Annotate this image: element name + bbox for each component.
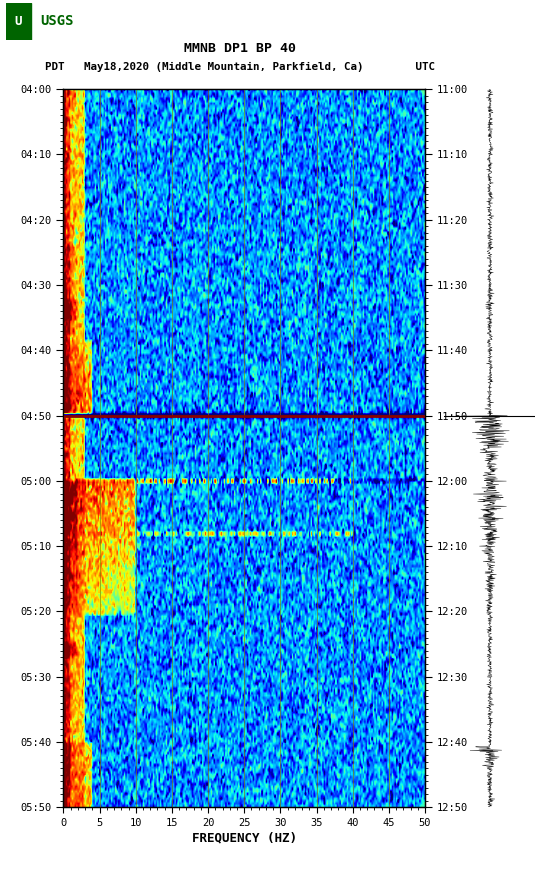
Bar <box>6 3 31 40</box>
Text: U: U <box>14 15 22 28</box>
Text: MMNB DP1 BP 40: MMNB DP1 BP 40 <box>184 42 296 54</box>
Text: PDT   May18,2020 (Middle Mountain, Parkfield, Ca)        UTC: PDT May18,2020 (Middle Mountain, Parkfie… <box>45 62 435 72</box>
Text: USGS: USGS <box>40 14 73 29</box>
X-axis label: FREQUENCY (HZ): FREQUENCY (HZ) <box>192 832 297 845</box>
